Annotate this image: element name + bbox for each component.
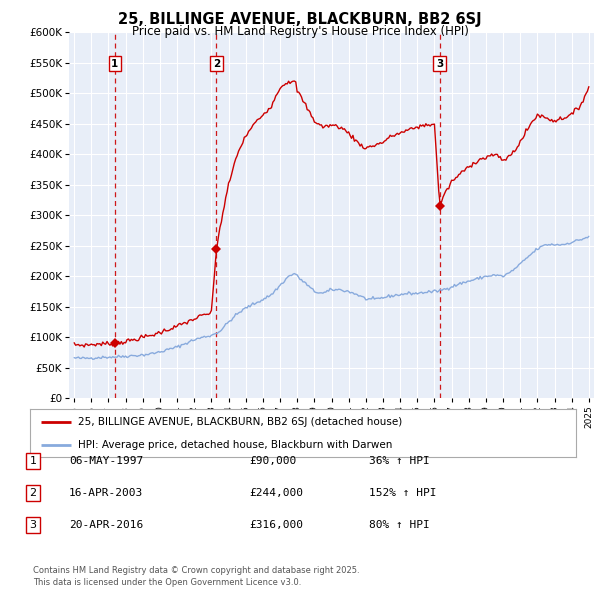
Text: 1: 1 [29,457,37,466]
Text: HPI: Average price, detached house, Blackburn with Darwen: HPI: Average price, detached house, Blac… [78,440,392,450]
Text: 80% ↑ HPI: 80% ↑ HPI [369,520,430,530]
Text: 2: 2 [213,58,220,68]
Text: 2: 2 [29,489,37,498]
Text: 3: 3 [29,520,37,530]
Text: 25, BILLINGE AVENUE, BLACKBURN, BB2 6SJ: 25, BILLINGE AVENUE, BLACKBURN, BB2 6SJ [118,12,482,27]
Text: £244,000: £244,000 [249,489,303,498]
Text: 152% ↑ HPI: 152% ↑ HPI [369,489,437,498]
Text: £90,000: £90,000 [249,457,296,466]
Text: 36% ↑ HPI: 36% ↑ HPI [369,457,430,466]
Text: 16-APR-2003: 16-APR-2003 [69,489,143,498]
Text: 06-MAY-1997: 06-MAY-1997 [69,457,143,466]
Text: 1: 1 [111,58,118,68]
Text: Contains HM Land Registry data © Crown copyright and database right 2025.
This d: Contains HM Land Registry data © Crown c… [33,566,359,587]
Text: 3: 3 [436,58,443,68]
Text: 20-APR-2016: 20-APR-2016 [69,520,143,530]
Text: £316,000: £316,000 [249,520,303,530]
Text: Price paid vs. HM Land Registry's House Price Index (HPI): Price paid vs. HM Land Registry's House … [131,25,469,38]
Text: 25, BILLINGE AVENUE, BLACKBURN, BB2 6SJ (detached house): 25, BILLINGE AVENUE, BLACKBURN, BB2 6SJ … [78,417,402,427]
